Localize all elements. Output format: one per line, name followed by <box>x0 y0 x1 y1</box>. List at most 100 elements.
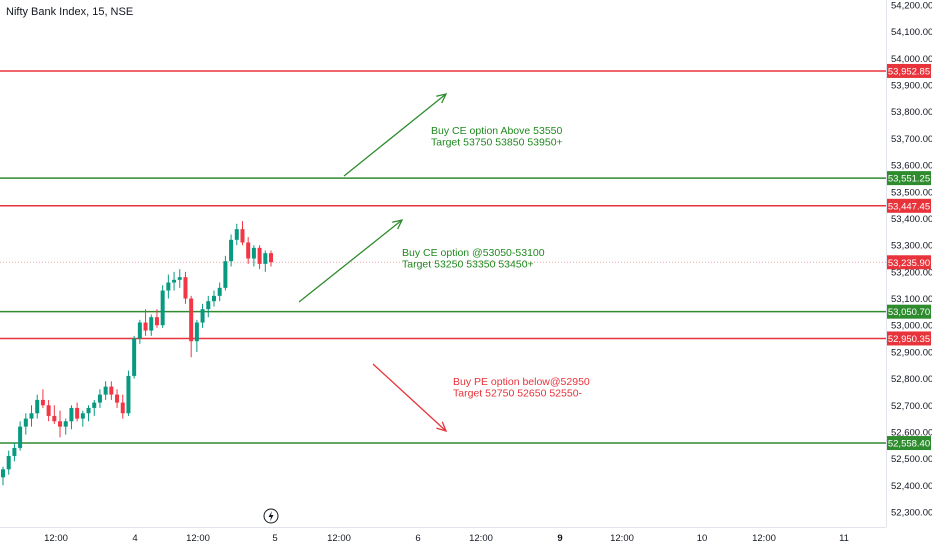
candle[interactable] <box>75 402 80 422</box>
candle-body <box>137 322 142 339</box>
chart-title: Nifty Bank Index, 15, NSE <box>6 6 134 18</box>
y-tick-label: 52,500.00 <box>891 454 932 465</box>
candle[interactable] <box>166 274 171 299</box>
lightning-icon-circle[interactable] <box>263 508 279 524</box>
candle[interactable] <box>143 309 148 336</box>
y-tick-label: 52,700.00 <box>891 401 932 412</box>
candle[interactable] <box>177 269 182 288</box>
candle[interactable] <box>183 271 188 304</box>
candle[interactable] <box>97 389 102 408</box>
candle-body <box>1 469 5 478</box>
candle[interactable] <box>40 389 45 408</box>
candle[interactable] <box>92 399 97 416</box>
candle-body <box>58 421 63 427</box>
candle-body <box>172 279 177 283</box>
price-tag-label: 52,558.40 <box>888 439 930 450</box>
candle[interactable] <box>46 399 51 422</box>
candle-body <box>115 394 120 403</box>
candle-body <box>92 402 97 408</box>
candle[interactable] <box>194 319 199 352</box>
candle[interactable] <box>80 410 85 427</box>
candle[interactable] <box>223 255 228 291</box>
candle-body <box>149 317 154 331</box>
candle[interactable] <box>126 370 131 416</box>
candle[interactable] <box>234 223 239 246</box>
y-tick-label: 54,200.00 <box>891 1 932 12</box>
candle[interactable] <box>29 405 34 427</box>
candle[interactable] <box>115 389 120 408</box>
annotation-line: Target 52750 52650 52550- <box>453 388 583 400</box>
candle[interactable] <box>58 410 63 438</box>
candle[interactable] <box>200 303 205 328</box>
candle-body <box>97 394 102 403</box>
candle[interactable] <box>217 282 222 302</box>
candle[interactable] <box>86 405 91 422</box>
candle[interactable] <box>189 295 194 358</box>
y-tick-label: 52,900.00 <box>891 347 932 358</box>
candle[interactable] <box>149 314 154 336</box>
candle[interactable] <box>35 394 40 419</box>
candle-body <box>46 405 51 416</box>
annotation-line: Buy CE option Above 53550 <box>431 125 563 137</box>
candle-body <box>35 399 40 414</box>
candle[interactable] <box>132 335 137 379</box>
candle[interactable] <box>103 381 108 400</box>
y-tick-label: 52,300.00 <box>891 508 932 519</box>
candle[interactable] <box>246 237 251 264</box>
candle-body <box>126 375 131 414</box>
time-axis: 12:00 4 12:00 5 12:00 6 12:00 9 12:00 10 12:00 11 <box>0 527 886 544</box>
arrow-down[interactable] <box>372 363 448 433</box>
arrow-up-2[interactable] <box>298 219 404 303</box>
candle-body <box>29 413 34 419</box>
candle[interactable] <box>137 319 142 344</box>
candle[interactable] <box>69 405 74 430</box>
y-tick-label: 53,000.00 <box>891 321 932 332</box>
candle-body <box>143 322 148 331</box>
candle[interactable] <box>18 421 23 451</box>
candle[interactable] <box>257 245 262 270</box>
candle[interactable] <box>269 250 273 267</box>
candle[interactable] <box>211 290 216 307</box>
candle[interactable] <box>120 394 125 419</box>
candle-body <box>40 399 45 406</box>
y-tick-label: 52,400.00 <box>891 481 932 492</box>
candle[interactable] <box>6 450 11 475</box>
horizontal-levels <box>0 70 886 444</box>
candle-body <box>177 277 182 280</box>
price-tag <box>887 198 931 213</box>
dividend-marker <box>263 508 279 524</box>
candle[interactable] <box>172 271 177 291</box>
trend-arrows <box>298 93 448 433</box>
annotation-line: Target 53250 53350 53450+ <box>402 259 534 271</box>
x-tick-label: 9 <box>557 533 562 544</box>
annotation-line: Buy CE option @53050-53100 <box>402 247 545 259</box>
x-tick-label: 12:00 <box>752 533 776 544</box>
candle-body <box>18 426 23 448</box>
candle[interactable] <box>154 309 159 328</box>
candle-body <box>263 253 268 264</box>
candle[interactable] <box>52 405 57 424</box>
candle[interactable] <box>23 413 28 435</box>
candle[interactable] <box>229 234 234 267</box>
candle[interactable] <box>12 442 17 462</box>
candle-body <box>257 247 262 264</box>
candle-body <box>52 415 57 422</box>
price-tag <box>887 331 931 346</box>
price-axis: 54,200.00 54,100.00 54,000.00 53,900.00 53,8… <box>886 0 932 527</box>
y-tick-label: 52,600.00 <box>891 427 932 438</box>
candle[interactable] <box>263 250 268 272</box>
candle[interactable] <box>251 245 256 267</box>
arrow-up-1[interactable] <box>343 93 448 177</box>
price-tag <box>887 171 931 186</box>
candle[interactable] <box>160 285 165 328</box>
annotation-line: Target 53750 53850 53950+ <box>431 137 563 149</box>
candle[interactable] <box>63 418 68 435</box>
candle[interactable] <box>206 295 211 318</box>
candle[interactable] <box>240 221 245 246</box>
candle[interactable] <box>109 381 114 400</box>
candle[interactable] <box>1 466 5 486</box>
